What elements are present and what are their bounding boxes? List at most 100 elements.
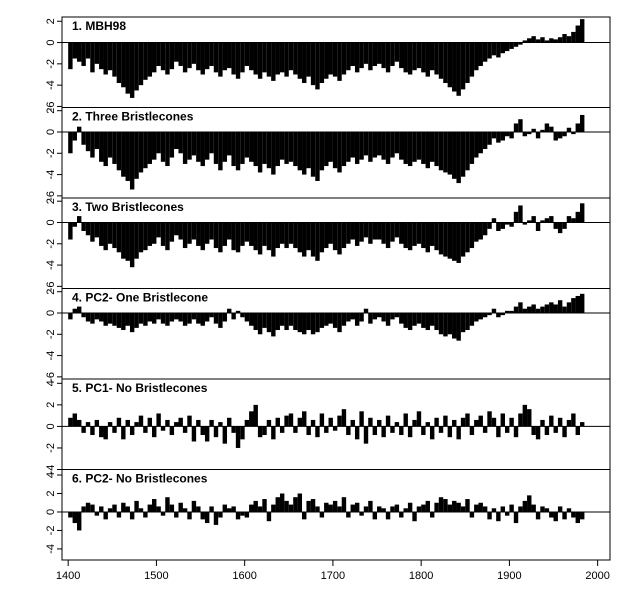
bar xyxy=(452,222,457,261)
bar xyxy=(112,42,117,77)
bar xyxy=(288,312,294,326)
bar xyxy=(527,220,532,223)
bar xyxy=(416,42,422,69)
bar xyxy=(187,312,192,324)
y-tick-label: 0 xyxy=(45,39,57,45)
bar xyxy=(187,415,192,427)
bar xyxy=(469,511,475,518)
bar xyxy=(72,131,78,141)
bar xyxy=(390,506,395,512)
bar xyxy=(522,40,528,43)
bar xyxy=(174,131,179,150)
bar xyxy=(284,42,289,77)
bar xyxy=(178,131,183,154)
bar xyxy=(350,419,355,427)
bar xyxy=(385,312,391,326)
bar xyxy=(496,42,501,58)
bar xyxy=(310,222,316,257)
bar xyxy=(368,312,373,324)
bar xyxy=(579,114,585,132)
bar xyxy=(302,411,307,427)
bar xyxy=(147,222,153,246)
y-tick-label: 2 xyxy=(45,490,57,496)
bar xyxy=(465,222,470,253)
bar xyxy=(288,222,294,244)
bar xyxy=(346,312,351,322)
bar xyxy=(90,312,95,324)
bar xyxy=(496,222,501,232)
bar xyxy=(156,42,161,66)
bar xyxy=(68,42,73,70)
bar xyxy=(288,131,294,162)
bar xyxy=(324,426,329,433)
bar xyxy=(346,42,351,71)
bar xyxy=(421,42,426,73)
bar xyxy=(306,426,311,436)
bar xyxy=(302,222,307,257)
bar xyxy=(152,42,157,73)
bar xyxy=(156,312,161,320)
bar xyxy=(147,417,153,427)
bar xyxy=(443,131,448,173)
bar xyxy=(293,497,298,512)
bar xyxy=(522,222,528,225)
bar xyxy=(306,500,311,512)
bar xyxy=(231,42,236,75)
bar xyxy=(544,304,550,313)
bar xyxy=(72,42,78,59)
bar xyxy=(354,131,360,164)
bar xyxy=(302,131,307,175)
y-tick-label: 0 xyxy=(45,219,57,225)
bar xyxy=(138,42,144,86)
bar xyxy=(297,131,303,171)
bar xyxy=(125,222,130,261)
y-tick-label: -2 xyxy=(45,239,57,249)
bar xyxy=(372,131,378,158)
bar xyxy=(279,493,285,512)
bar xyxy=(99,506,104,512)
y-tick-label: -2 xyxy=(45,148,57,158)
y-tick-label: -4 xyxy=(45,465,57,475)
panel-title: 3. Two Bristlecones xyxy=(72,200,184,214)
bar xyxy=(416,506,422,512)
bar xyxy=(549,415,554,427)
bar xyxy=(500,413,505,427)
bar xyxy=(275,417,280,427)
bar xyxy=(399,511,404,518)
bar xyxy=(107,131,113,158)
bar xyxy=(253,222,258,251)
bar xyxy=(160,426,166,431)
bar xyxy=(90,42,95,73)
bar xyxy=(196,42,201,71)
bar xyxy=(85,131,91,152)
bar xyxy=(103,511,108,520)
bar xyxy=(385,222,391,249)
bar xyxy=(68,312,73,320)
bar xyxy=(125,506,130,512)
bar xyxy=(443,415,448,427)
bar xyxy=(77,216,82,223)
bar xyxy=(337,222,342,255)
bar xyxy=(112,426,117,433)
bar xyxy=(482,312,488,318)
bar xyxy=(381,508,386,512)
bar xyxy=(279,222,285,244)
bar xyxy=(125,419,130,427)
bar xyxy=(262,312,267,328)
bar xyxy=(469,312,475,326)
bar xyxy=(394,422,400,427)
bar xyxy=(178,222,183,240)
bar xyxy=(196,506,201,512)
bar xyxy=(553,304,558,313)
bar xyxy=(487,511,492,520)
bar xyxy=(363,426,369,444)
bar xyxy=(302,42,307,84)
bar xyxy=(504,511,510,516)
bar xyxy=(332,312,338,328)
y-tick-label: 2 xyxy=(45,198,57,204)
bar xyxy=(403,42,408,73)
bar xyxy=(557,222,563,234)
bar xyxy=(363,308,369,313)
bar xyxy=(575,123,580,132)
bar xyxy=(204,222,210,244)
